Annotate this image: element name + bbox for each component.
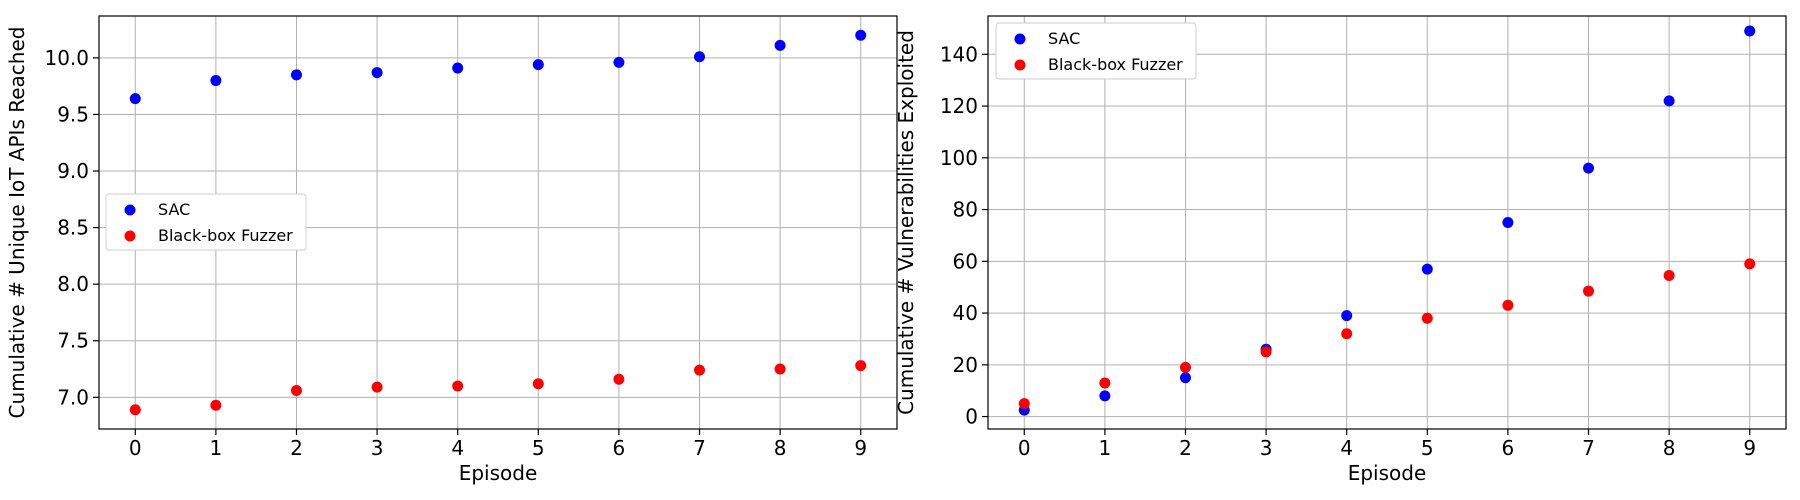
data-point-black-box-fuzzer (1744, 258, 1756, 270)
x-tick-label: 3 (1260, 436, 1273, 460)
chart-panel-2: 0 1 2 3 4 5 6 7 8 9 0 20 40 60 80 100 120 140 Episode Cumul… (894, 15, 1787, 485)
legend-box (995, 22, 1197, 80)
data-point-sac (613, 56, 625, 68)
x-tick-label: 5 (1421, 436, 1434, 460)
data-point-sac (774, 39, 786, 51)
legend-label: Black-box Fuzzer (1048, 55, 1183, 74)
data-point-sac (290, 69, 302, 81)
y-tick-label: 40 (953, 301, 978, 325)
y-tick-label: 140 (940, 42, 978, 66)
legend-marker (1014, 59, 1026, 71)
data-point-sac (1583, 162, 1595, 174)
data-point-sac (694, 51, 706, 63)
legend: SAC Black-box Fuzzer (105, 193, 307, 251)
x-tick-label: 2 (290, 436, 303, 460)
x-tick-label: 8 (774, 436, 787, 460)
y-tick-label: 20 (953, 353, 978, 377)
y-tick-label: 80 (953, 198, 978, 222)
data-point-black-box-fuzzer (452, 380, 464, 392)
y-tick-label: 10.0 (44, 46, 89, 70)
x-tick-label: 0 (129, 436, 142, 460)
data-point-sac (371, 67, 383, 79)
data-point-black-box-fuzzer (210, 399, 222, 411)
data-point-sac (855, 29, 867, 41)
y-tick-label: 120 (940, 94, 978, 118)
data-point-sac (1179, 372, 1191, 384)
y-tick-label: 60 (953, 249, 978, 273)
data-point-sac (532, 59, 544, 71)
x-tick-label: 1 (210, 436, 223, 460)
legend: SAC Black-box Fuzzer (995, 22, 1197, 80)
data-point-sac (1502, 217, 1514, 228)
y-axis-label: Cumulative # Unique IoT APIs Reached (5, 27, 29, 419)
y-tick-label: 7.5 (57, 329, 89, 353)
y-tick-label: 8.5 (57, 216, 89, 240)
y-tick-label: 9.0 (57, 159, 89, 183)
x-tick-label: 1 (1099, 436, 1112, 460)
data-point-black-box-fuzzer (694, 364, 706, 376)
x-tick-label: 7 (693, 436, 706, 460)
legend-label: SAC (158, 200, 190, 219)
data-point-sac (210, 74, 222, 86)
plot-frame (987, 15, 1787, 430)
legend-marker (1014, 33, 1026, 45)
x-tick-label: 9 (1743, 436, 1756, 460)
data-point-black-box-fuzzer (1341, 328, 1353, 340)
y-tick-label: 7.0 (57, 385, 89, 409)
x-axis-label: Episode (459, 461, 538, 485)
x-tick-label: 6 (613, 436, 626, 460)
data-point-black-box-fuzzer (532, 378, 544, 390)
x-tick-label: 8 (1663, 436, 1676, 460)
x-tick-label: 2 (1179, 436, 1192, 460)
data-point-sac (1744, 25, 1756, 37)
data-point-black-box-fuzzer (1099, 377, 1111, 389)
y-tick-label: 0 (965, 405, 978, 429)
legend-label: Black-box Fuzzer (158, 226, 293, 245)
data-point-black-box-fuzzer (290, 385, 302, 397)
legend-marker (124, 204, 136, 216)
data-point-black-box-fuzzer (129, 404, 141, 416)
y-tick-label: 9.5 (57, 102, 89, 126)
data-point-black-box-fuzzer (1421, 312, 1433, 324)
y-tick-label: 8.0 (57, 272, 89, 296)
data-point-black-box-fuzzer (1179, 361, 1191, 373)
data-point-sac (129, 93, 141, 105)
legend-box (105, 193, 307, 251)
x-tick-label: 9 (854, 436, 867, 460)
data-point-black-box-fuzzer (613, 373, 625, 385)
x-tick-label: 3 (371, 436, 384, 460)
data-point-black-box-fuzzer (1260, 346, 1272, 358)
x-tick-label: 0 (1018, 436, 1031, 460)
data-point-black-box-fuzzer (1502, 299, 1514, 311)
x-tick-label: 4 (451, 436, 464, 460)
y-axis-label: Cumulative # Vulnerabilities Exploited (894, 30, 918, 415)
data-point-black-box-fuzzer (855, 360, 867, 372)
legend-label: SAC (1048, 29, 1080, 48)
legend-marker (124, 230, 136, 242)
plot-frame (98, 15, 898, 430)
data-point-black-box-fuzzer (371, 381, 383, 393)
data-point-black-box-fuzzer (1018, 398, 1030, 410)
data-point-sac (1341, 310, 1353, 322)
data-point-black-box-fuzzer (1583, 285, 1595, 297)
x-axis-label: Episode (1348, 461, 1427, 485)
data-point-sac (1663, 95, 1675, 107)
y-tick-label: 100 (940, 146, 978, 170)
data-point-sac (1099, 390, 1111, 402)
chart-panel-1: 0 1 2 3 4 5 6 7 8 9 7.0 7.5 8.0 8.5 9.0 9.5 10.0 Episode C… (5, 15, 898, 485)
data-point-sac (1421, 263, 1433, 275)
data-point-black-box-fuzzer (774, 363, 786, 375)
x-tick-label: 5 (532, 436, 545, 460)
data-point-black-box-fuzzer (1663, 270, 1675, 282)
x-tick-label: 4 (1340, 436, 1353, 460)
x-tick-label: 7 (1582, 436, 1595, 460)
data-point-sac (452, 62, 464, 74)
x-tick-label: 6 (1502, 436, 1515, 460)
